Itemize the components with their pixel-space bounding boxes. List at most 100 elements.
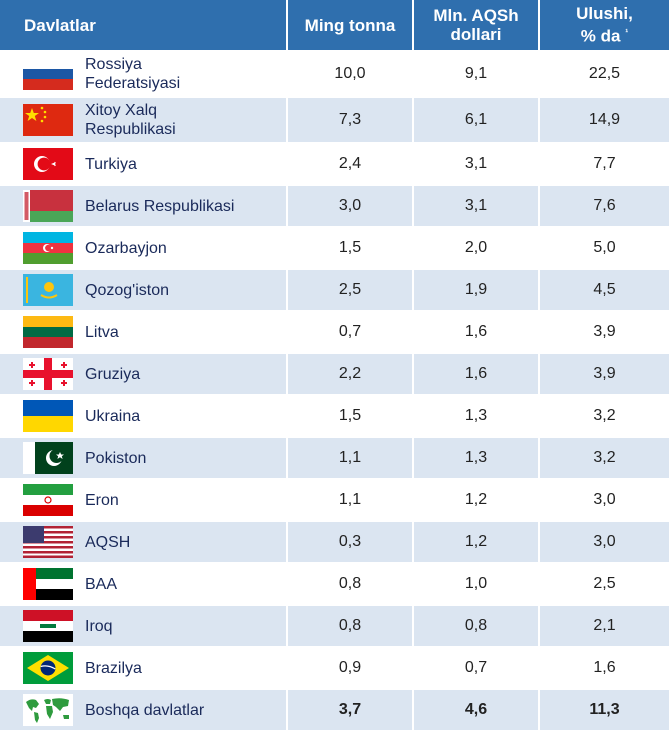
- header-tonnes: Ming tonna: [288, 0, 414, 52]
- share-cell: 5,0: [540, 228, 669, 270]
- usd-cell: 3,1: [414, 144, 540, 186]
- tonnes-cell: 1,1: [288, 480, 414, 522]
- country-name: Turkiya: [85, 155, 137, 174]
- tonnes-cell: 2,4: [288, 144, 414, 186]
- table-row: Brazilya 0,9 0,7 1,6: [0, 648, 669, 690]
- ukraine-flag-icon: [23, 400, 73, 432]
- tonnes-cell: 0,9: [288, 648, 414, 690]
- table-row: Eron 1,1 1,2 3,0: [0, 480, 669, 522]
- header-usd-line1: Mln. AQSh: [433, 6, 519, 25]
- country-name-line1: Rossiya: [85, 56, 142, 73]
- share-cell: 7,7: [540, 144, 669, 186]
- table-header-row: Davlatlar Ming tonna Mln. AQSh dollari U…: [0, 0, 669, 52]
- share-cell: 3,0: [540, 480, 669, 522]
- country-cell: Eron: [0, 480, 288, 522]
- country-name-line1: Belarus Respublikasi: [85, 197, 235, 215]
- iran-flag-icon: [23, 484, 73, 516]
- country-name: BAA: [85, 575, 117, 594]
- table-row: Litva 0,7 1,6 3,9: [0, 312, 669, 354]
- china-flag-icon: [23, 104, 73, 136]
- tonnes-cell: 0,8: [288, 606, 414, 648]
- share-cell: 22,5: [540, 52, 669, 98]
- tonnes-cell: 1,5: [288, 228, 414, 270]
- usd-cell: 1,3: [414, 438, 540, 480]
- usd-cell: 1,6: [414, 312, 540, 354]
- table-row: Qozog'iston 2,5 1,9 4,5: [0, 270, 669, 312]
- usd-cell: 9,1: [414, 52, 540, 98]
- table-row: Turkiya 2,4 3,1 7,7: [0, 144, 669, 186]
- country-name: Boshqa davlatlar: [85, 701, 204, 720]
- brazil-flag-icon: [23, 652, 73, 684]
- usd-cell: 3,1: [414, 186, 540, 228]
- belarus-flag-icon: [23, 190, 73, 222]
- table-row: Iroq 0,8 0,8 2,1: [0, 606, 669, 648]
- table-row: Ozarbayjon 1,5 2,0 5,0: [0, 228, 669, 270]
- share-cell: 1,6: [540, 648, 669, 690]
- tonnes-cell: 3,0: [288, 186, 414, 228]
- share-cell: 14,9: [540, 98, 669, 144]
- share-cell: 11,3: [540, 690, 669, 732]
- header-usd: Mln. AQSh dollari: [414, 0, 540, 52]
- table-row: Ukraina 1,5 1,3 3,2: [0, 396, 669, 438]
- usd-cell: 2,0: [414, 228, 540, 270]
- country-name-line1: AQSH: [85, 533, 131, 551]
- tonnes-cell: 0,7: [288, 312, 414, 354]
- country-name-line1: Turkiya: [85, 155, 137, 173]
- country-name: Ozarbayjon: [85, 239, 167, 258]
- table-row: Boshqa davlatlar 3,7 4,6 11,3: [0, 690, 669, 732]
- country-name-line1: BAA: [85, 575, 118, 593]
- header-country: Davlatlar: [0, 0, 288, 52]
- country-name: Pokiston: [85, 449, 146, 468]
- country-cell: Ozarbayjon: [0, 228, 288, 270]
- header-share-footnote: ¹: [625, 27, 629, 38]
- country-name-line1: Qozog'iston: [85, 281, 169, 299]
- usd-cell: 6,1: [414, 98, 540, 144]
- table-row: Pokiston 1,1 1,3 3,2: [0, 438, 669, 480]
- header-share: Ulushi, % da ¹: [540, 0, 669, 52]
- country-name-line1: Gruziya: [85, 365, 141, 383]
- tonnes-cell: 0,3: [288, 522, 414, 564]
- country-name-line1: Eron: [85, 491, 119, 509]
- country-name: Gruziya: [85, 365, 140, 384]
- country-name-line2: Federatsiyasi: [85, 75, 181, 92]
- tonnes-cell: 10,0: [288, 52, 414, 98]
- share-cell: 3,2: [540, 396, 669, 438]
- tonnes-cell: 0,8: [288, 564, 414, 606]
- country-cell: Litva: [0, 312, 288, 354]
- country-name-line1: Xitoy Xalq: [85, 102, 158, 119]
- usd-cell: 1,3: [414, 396, 540, 438]
- country-cell: Xitoy Xalq Respublikasi: [0, 98, 288, 144]
- russia-flag-icon: [23, 58, 73, 90]
- usd-cell: 1,2: [414, 480, 540, 522]
- country-cell: Belarus Respublikasi: [0, 186, 288, 228]
- country-name: Iroq: [85, 617, 113, 636]
- header-share-line2: % da: [580, 26, 621, 46]
- share-cell: 3,9: [540, 354, 669, 396]
- share-cell: 4,5: [540, 270, 669, 312]
- uae-flag-icon: [23, 568, 73, 600]
- header-usd-line2: dollari: [450, 25, 502, 44]
- table-row: AQSH 0,3 1,2 3,0: [0, 522, 669, 564]
- share-cell: 3,0: [540, 522, 669, 564]
- country-name: Ukraina: [85, 407, 140, 426]
- country-name-line1: Pokiston: [85, 449, 147, 467]
- country-name: Belarus Respublikasi: [85, 197, 234, 216]
- country-cell: Boshqa davlatlar: [0, 690, 288, 732]
- table-row: Rossiya Federatsiyasi 10,0 9,1 22,5: [0, 52, 669, 98]
- georgia-flag-icon: [23, 358, 73, 390]
- country-name-line2: Respublikasi: [85, 121, 176, 138]
- share-cell: 2,5: [540, 564, 669, 606]
- country-name: Rossiya Federatsiyasi: [85, 55, 180, 93]
- country-name-line1: Ukraina: [85, 407, 141, 425]
- tonnes-cell: 3,7: [288, 690, 414, 732]
- country-name-line1: Iroq: [85, 617, 113, 635]
- country-cell: Qozog'iston: [0, 270, 288, 312]
- usa-flag-icon: [23, 526, 73, 558]
- country-name: Eron: [85, 491, 119, 510]
- iraq-flag-icon: [23, 610, 73, 642]
- tonnes-cell: 2,2: [288, 354, 414, 396]
- table-row: Xitoy Xalq Respublikasi 7,3 6,1 14,9: [0, 98, 669, 144]
- table-row: Belarus Respublikasi 3,0 3,1 7,6: [0, 186, 669, 228]
- country-cell: Iroq: [0, 606, 288, 648]
